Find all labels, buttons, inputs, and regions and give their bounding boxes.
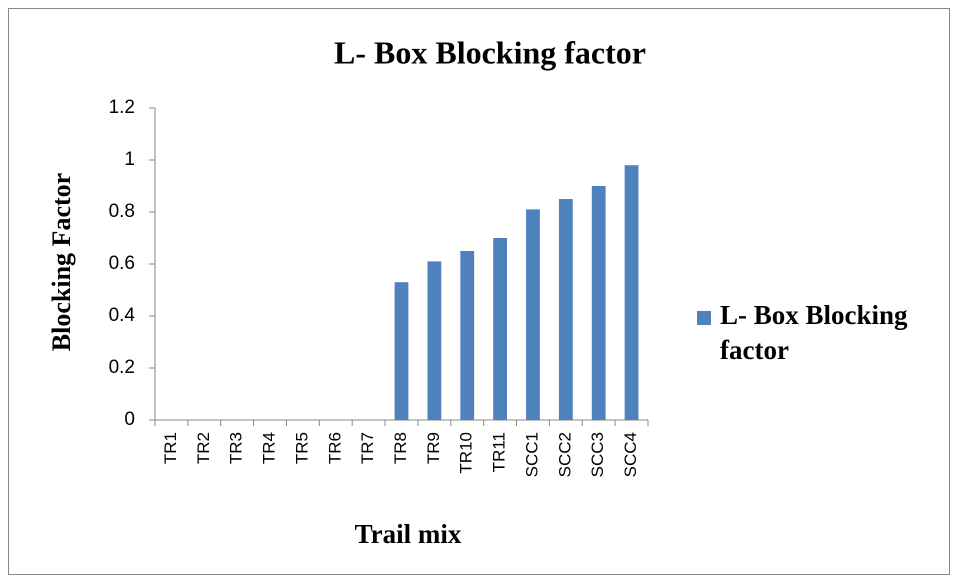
x-tick-label: TR3 xyxy=(227,432,246,464)
bar xyxy=(493,238,508,420)
y-tick-label: 0.4 xyxy=(109,305,136,326)
legend-swatch xyxy=(697,311,711,325)
chart-title: L- Box Blocking factor xyxy=(334,34,646,70)
x-tick-label: TR1 xyxy=(161,432,180,464)
bar xyxy=(526,209,540,420)
x-tick-label: TR6 xyxy=(325,432,344,464)
bar xyxy=(591,186,606,420)
bar xyxy=(427,261,442,420)
y-tick-label: 0 xyxy=(124,409,135,430)
bar xyxy=(558,199,573,420)
x-tick-label: TR4 xyxy=(260,432,279,464)
y-tick-label: 0.2 xyxy=(109,357,135,378)
y-tick-label: 1 xyxy=(124,149,135,170)
x-tick-label: TR2 xyxy=(194,432,213,464)
x-tick-label: SCC4 xyxy=(621,432,640,477)
legend: L- Box Blocking factor xyxy=(697,298,952,368)
bar xyxy=(460,251,475,420)
x-tick-label: TR10 xyxy=(457,432,476,474)
bar xyxy=(394,282,409,420)
y-axis-label: Blocking Factor xyxy=(47,173,76,351)
x-tick-label: SCC3 xyxy=(588,432,607,477)
y-tick-label: 0.8 xyxy=(109,201,135,222)
x-axis-label: Trail mix xyxy=(355,519,462,549)
chart-border xyxy=(8,8,950,575)
legend-label: L- Box Blocking factor xyxy=(720,300,908,365)
bar xyxy=(624,165,639,420)
x-tick-label: TR9 xyxy=(424,432,443,464)
x-tick-label: TR5 xyxy=(292,432,311,464)
x-tick-label: TR7 xyxy=(358,432,377,464)
x-tick-label: TR11 xyxy=(490,432,509,472)
y-tick-label: 0.6 xyxy=(109,253,135,274)
x-tick-label: SCC2 xyxy=(555,432,574,477)
x-tick-label: TR8 xyxy=(391,432,410,464)
y-tick-label: 1.2 xyxy=(109,97,135,118)
x-tick-label: SCC1 xyxy=(522,432,541,477)
